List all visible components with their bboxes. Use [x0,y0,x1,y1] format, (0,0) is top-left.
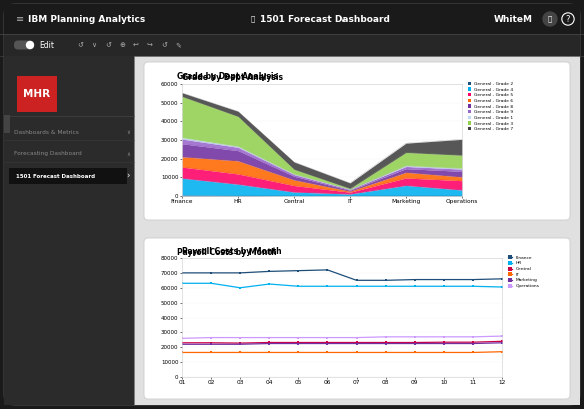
Circle shape [543,12,557,26]
Text: MHR: MHR [23,89,51,99]
Text: Forecasting Dashboard: Forecasting Dashboard [14,151,82,157]
Text: ∨: ∨ [340,14,346,23]
Bar [4,56,580,405]
Text: ↺: ↺ [161,42,167,48]
Text: Payroll Costs by Month: Payroll Costs by Month [182,247,281,256]
Legend: Finance, HR, Central, IT, Marketing, Operations: Finance, HR, Central, IT, Marketing, Ope… [509,256,540,288]
Bar [4,115,10,133]
Text: 1501 Forecast Dashboard: 1501 Forecast Dashboard [260,14,390,23]
FancyBboxPatch shape [4,4,580,34]
Text: ⬜: ⬜ [251,16,255,22]
FancyBboxPatch shape [17,76,57,112]
Text: ↪: ↪ [147,42,153,48]
Text: IBM Planning Analytics: IBM Planning Analytics [28,14,145,23]
Circle shape [26,41,33,49]
FancyBboxPatch shape [4,4,580,405]
Text: ↺: ↺ [105,42,111,48]
Text: ≡: ≡ [16,14,24,24]
Text: Dashboards & Metrics: Dashboards & Metrics [14,130,79,135]
Text: ↺: ↺ [77,42,83,48]
Text: ⊕: ⊕ [119,42,125,48]
Text: ›: › [126,171,130,180]
Text: ∧: ∧ [126,151,130,157]
Legend: General - Grade 2, General - Grade 4, General - Grade 5, General - Grade 6, Gene: General - Grade 2, General - Grade 4, Ge… [468,82,513,131]
Text: ∨: ∨ [92,42,96,48]
Text: 1501 Forecast Dashboard: 1501 Forecast Dashboard [16,173,95,178]
Text: Edit: Edit [39,40,54,49]
Text: Grade by Dept Analysis: Grade by Dept Analysis [182,73,283,82]
FancyBboxPatch shape [144,62,570,220]
Bar [4,34,580,56]
FancyBboxPatch shape [144,238,570,399]
FancyBboxPatch shape [9,168,127,184]
FancyBboxPatch shape [14,40,34,49]
Text: ∨: ∨ [126,130,130,135]
Bar [4,56,134,405]
Text: 👤: 👤 [548,16,552,22]
Text: Payroll Costs by Month: Payroll Costs by Month [177,248,277,257]
Text: ↩: ↩ [133,42,139,48]
Text: Grade by Dept Analysis: Grade by Dept Analysis [177,72,278,81]
Text: ✎: ✎ [175,42,181,48]
Text: WhiteM: WhiteM [494,14,533,23]
Text: ?: ? [566,14,570,23]
